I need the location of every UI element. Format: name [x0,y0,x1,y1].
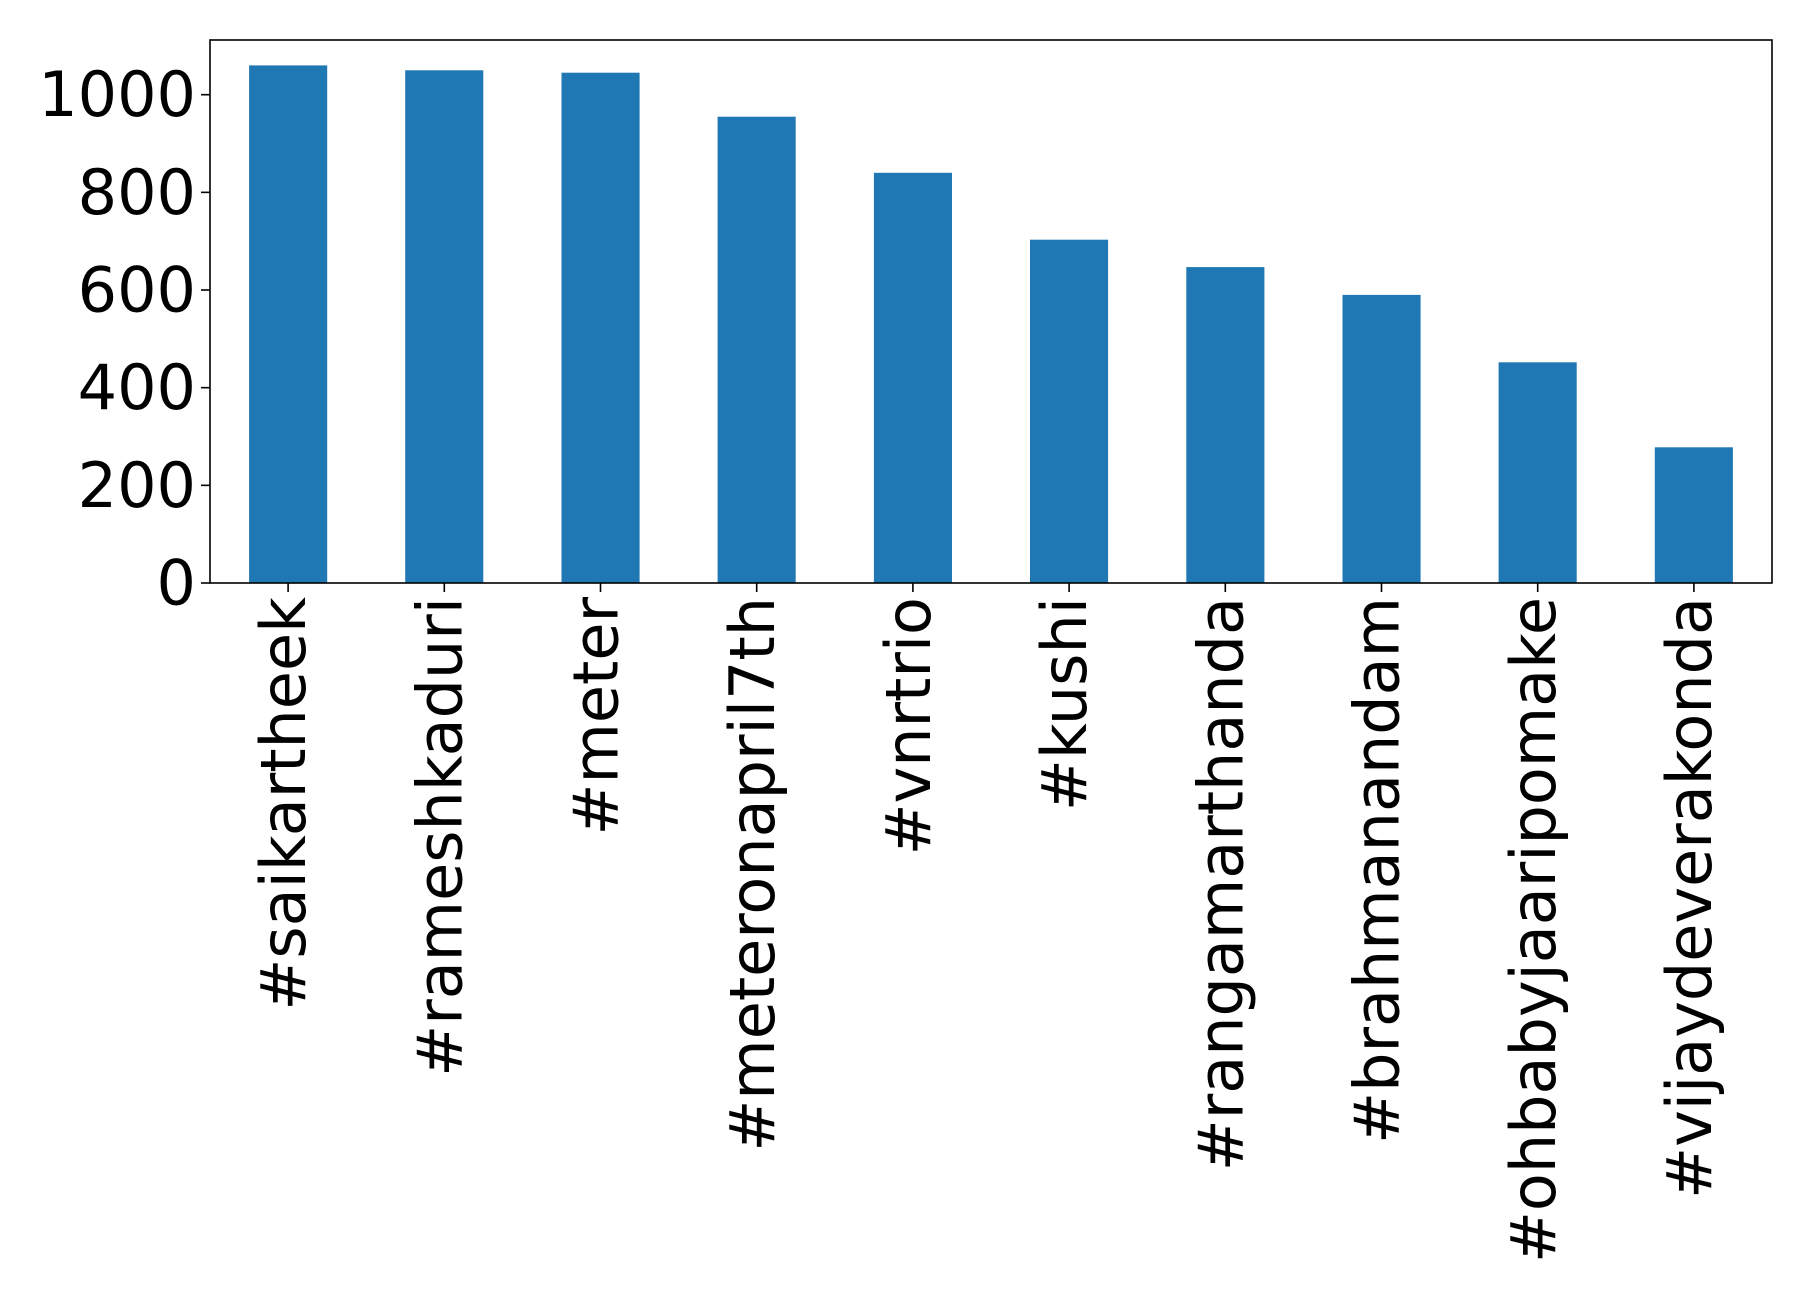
bar-2 [561,72,640,583]
bar-7 [1342,294,1421,583]
y-axis: 0 200 400 600 800 1000 [38,58,210,620]
y-tick-label: 0 [157,547,196,620]
x-tick-label: #meter [560,596,633,835]
x-tick-label: #rameshkaduri [403,597,476,1077]
x-tick-label: #brahmanandam [1341,597,1414,1144]
bar-6 [1186,267,1265,583]
plot-frame [209,39,1773,584]
x-axis: #saikartheek #rameshkaduri #meter #meterona… [247,583,1726,1263]
bars-group [249,65,1733,584]
y-tick-label: 1000 [38,58,196,131]
bar-8 [1498,362,1577,583]
y-tick-label: 600 [78,254,196,327]
x-tick-label: #ohbabyjaaripomake [1497,597,1570,1263]
bar-1 [405,70,484,584]
bar-9 [1654,447,1733,584]
bar-0 [249,65,328,583]
bar-5 [1030,239,1109,583]
bar-4 [873,172,952,584]
x-tick-label: #vijaydeverakonda [1653,597,1726,1199]
bar-3 [717,116,796,583]
x-tick-label: #vnrtrio [872,597,945,855]
x-tick-label: #kushi [1028,597,1101,811]
x-tick-label: #saikartheek [247,597,320,1011]
x-tick-label: #meteronapril7th [716,597,789,1152]
y-tick-label: 400 [78,351,196,424]
y-tick-label: 200 [78,449,196,522]
y-tick-label: 800 [78,156,196,229]
x-tick-label: #rangamarthanda [1184,597,1257,1171]
